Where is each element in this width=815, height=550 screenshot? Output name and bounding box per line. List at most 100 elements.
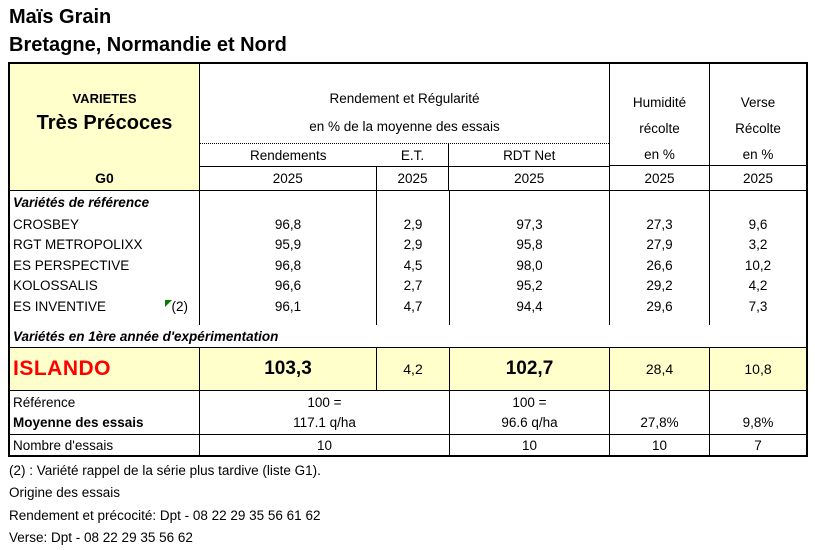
varieties-header-cell: VARIETES Très Précoces G0 <box>10 64 200 190</box>
lodging-mean: 9,8% <box>742 414 774 430</box>
variety-name: CROSBEY <box>13 216 80 232</box>
section-title-first-year: Variétés en 1ère année d'expérimentation <box>13 328 279 344</box>
humidity-mean-cell: 27,8% <box>610 391 710 434</box>
lodging-value: 9,6 <box>748 216 768 232</box>
lodging-value: 3,2 <box>748 237 768 253</box>
new-variety-humidity: 28,4 <box>610 348 710 390</box>
humidity-value: 29,6 <box>646 298 673 314</box>
reference-label: Référence <box>13 394 76 410</box>
variety-name: RGT METROPOLIXX <box>13 237 143 253</box>
performance-title: Rendement et Régularité <box>329 91 480 106</box>
year-lodging: 2025 <box>742 170 774 186</box>
footnote-ref: (2) <box>164 298 189 314</box>
et-value: 4,5 <box>403 257 423 273</box>
humidity-line3: en % <box>644 147 675 162</box>
table-header: VARIETES Très Précoces G0 Rendement et R… <box>10 64 806 191</box>
humidity-column: 27,3 27,9 26,6 29,2 29,6 <box>610 191 710 325</box>
lodging-value: 7,3 <box>748 298 768 314</box>
region-title: Bretagne, Normandie et Nord <box>9 34 287 56</box>
rdt-net-column: 97,3 95,8 98,0 95,2 94,4 <box>450 191 610 325</box>
et-value: 2,7 <box>403 278 423 294</box>
year-rdt-net: 2025 <box>514 171 545 186</box>
lodging-column: 9,6 3,2 10,2 4,2 7,3 <box>710 191 806 325</box>
variety-name: ES PERSPECTIVE <box>13 257 130 273</box>
rendement-value: 96,1 <box>274 298 302 314</box>
humidity-line1: Humidité <box>632 95 687 110</box>
rendement-value: 95,9 <box>274 237 302 253</box>
rdt-net-value: 95,8 <box>516 237 543 253</box>
comment-marker-icon <box>164 299 172 307</box>
lodging-header-text: Verse Récolte en % <box>710 64 806 166</box>
trials-row: Nombre d'essais 10 10 10 7 <box>10 435 806 455</box>
results-table: VARIETES Très Précoces G0 Rendement et R… <box>8 62 808 457</box>
humidity-header-text: Humidité récolte en % <box>610 64 709 166</box>
rdt-base: 100 = <box>512 394 547 410</box>
lodging-value: 10,2 <box>744 257 772 273</box>
rdt-mean: 96.6 q/ha <box>501 414 558 430</box>
humidity-value: 26,6 <box>646 257 673 273</box>
footnote-ref-label: (2) <box>171 298 189 314</box>
humidity-line2: récolte <box>639 121 680 136</box>
lodging-line3: en % <box>742 147 774 162</box>
performance-header-group: Rendement et Régularité en % de la moyen… <box>200 64 610 190</box>
humidity-value: 27,9 <box>646 237 673 253</box>
rdt-net-value: 98,0 <box>516 257 543 273</box>
variety-name: KOLOSSALIS <box>13 278 98 294</box>
mean-label: Moyenne des essais <box>13 414 144 430</box>
footnote-yield-departments: Rendement et précocité: Dpt - 08 22 29 3… <box>9 507 321 523</box>
footnote-origin: Origine des essais <box>9 485 121 501</box>
rdt-net-value: 97,3 <box>516 216 543 232</box>
footnotes: (2) : Variété rappel de la série plus ta… <box>9 460 321 550</box>
new-variety-rendement: 103,3 <box>200 348 377 390</box>
variety-name: ES INVENTIVE <box>13 298 107 314</box>
humidity-value: 29,2 <box>646 278 673 294</box>
et-value: 2,9 <box>403 216 423 232</box>
lodging-line1: Verse <box>740 95 776 110</box>
new-variety-rdt-net: 102,7 <box>450 348 610 390</box>
page-title: Maïs Grain Bretagne, Normandie et Nord <box>9 3 287 59</box>
et-value: 4,7 <box>403 298 423 314</box>
humidity-value: 27,3 <box>646 216 673 232</box>
maturity-group-label: Très Précoces <box>36 112 173 134</box>
column-header-rendements: Rendements <box>250 147 327 163</box>
varieties-label: VARIETES <box>72 91 137 106</box>
rendement-base: 100 = <box>307 394 342 410</box>
humidity-header-cell: Humidité récolte en % 2025 <box>610 64 710 190</box>
variety-name-column: Variétés de référence CROSBEY RGT METROP… <box>10 191 200 325</box>
performance-group-title: Rendement et Régularité en % de la moyen… <box>200 64 609 144</box>
trials-lodging: 7 <box>754 437 762 453</box>
rendement-mean-cell: 100 = 117.1 q/ha <box>200 391 450 434</box>
lodging-line2: Récolte <box>735 121 781 136</box>
year-humidity: 2025 <box>644 170 675 186</box>
year-rendements: 2025 <box>200 167 377 190</box>
rendement-value: 96,6 <box>274 278 302 294</box>
lodging-mean-cell: 9,8% <box>710 391 806 434</box>
trials-label: Nombre d'essais <box>10 435 200 455</box>
new-variety-et: 4,2 <box>377 348 450 390</box>
group-code-label: G0 <box>95 170 114 186</box>
mean-row-labels: Référence Moyenne des essais <box>10 391 200 434</box>
sub-header-row: Rendements E.T. RDT Net <box>200 144 609 166</box>
et-value: 2,9 <box>403 237 423 253</box>
footnote-lodging-departments: Verse: Dpt - 08 22 29 35 56 62 <box>9 530 193 546</box>
crop-title: Maïs Grain <box>9 6 112 28</box>
rendement-value: 96,8 <box>274 257 302 273</box>
footnote-2: (2) : Variété rappel de la série plus ta… <box>9 463 321 478</box>
reference-varieties-block: Variétés de référence CROSBEY RGT METROP… <box>10 191 806 348</box>
rendement-mean: 117.1 q/ha <box>293 414 356 430</box>
column-header-et: E.T. <box>377 144 450 166</box>
trials-rdt-net: 10 <box>450 435 610 455</box>
reference-varieties-grid: Variétés de référence CROSBEY RGT METROP… <box>10 191 806 325</box>
section-title-reference: Variétés de référence <box>13 195 150 210</box>
trials-humidity: 10 <box>610 435 710 455</box>
rdt-net-mean-cell: 100 = 96.6 q/ha <box>450 391 610 434</box>
performance-subtitle: en % de la moyenne des essais <box>309 119 500 134</box>
humidity-mean: 27,8% <box>640 414 679 430</box>
trials-rendement: 10 <box>200 435 450 455</box>
lodging-header-cell: Verse Récolte en % 2025 <box>710 64 806 190</box>
lodging-value: 4,2 <box>748 278 768 294</box>
new-variety-name: ISLANDO <box>10 348 200 390</box>
et-column: 2,9 2,9 4,5 2,7 4,7 <box>377 191 450 325</box>
new-variety-lodging: 10,8 <box>744 361 772 377</box>
